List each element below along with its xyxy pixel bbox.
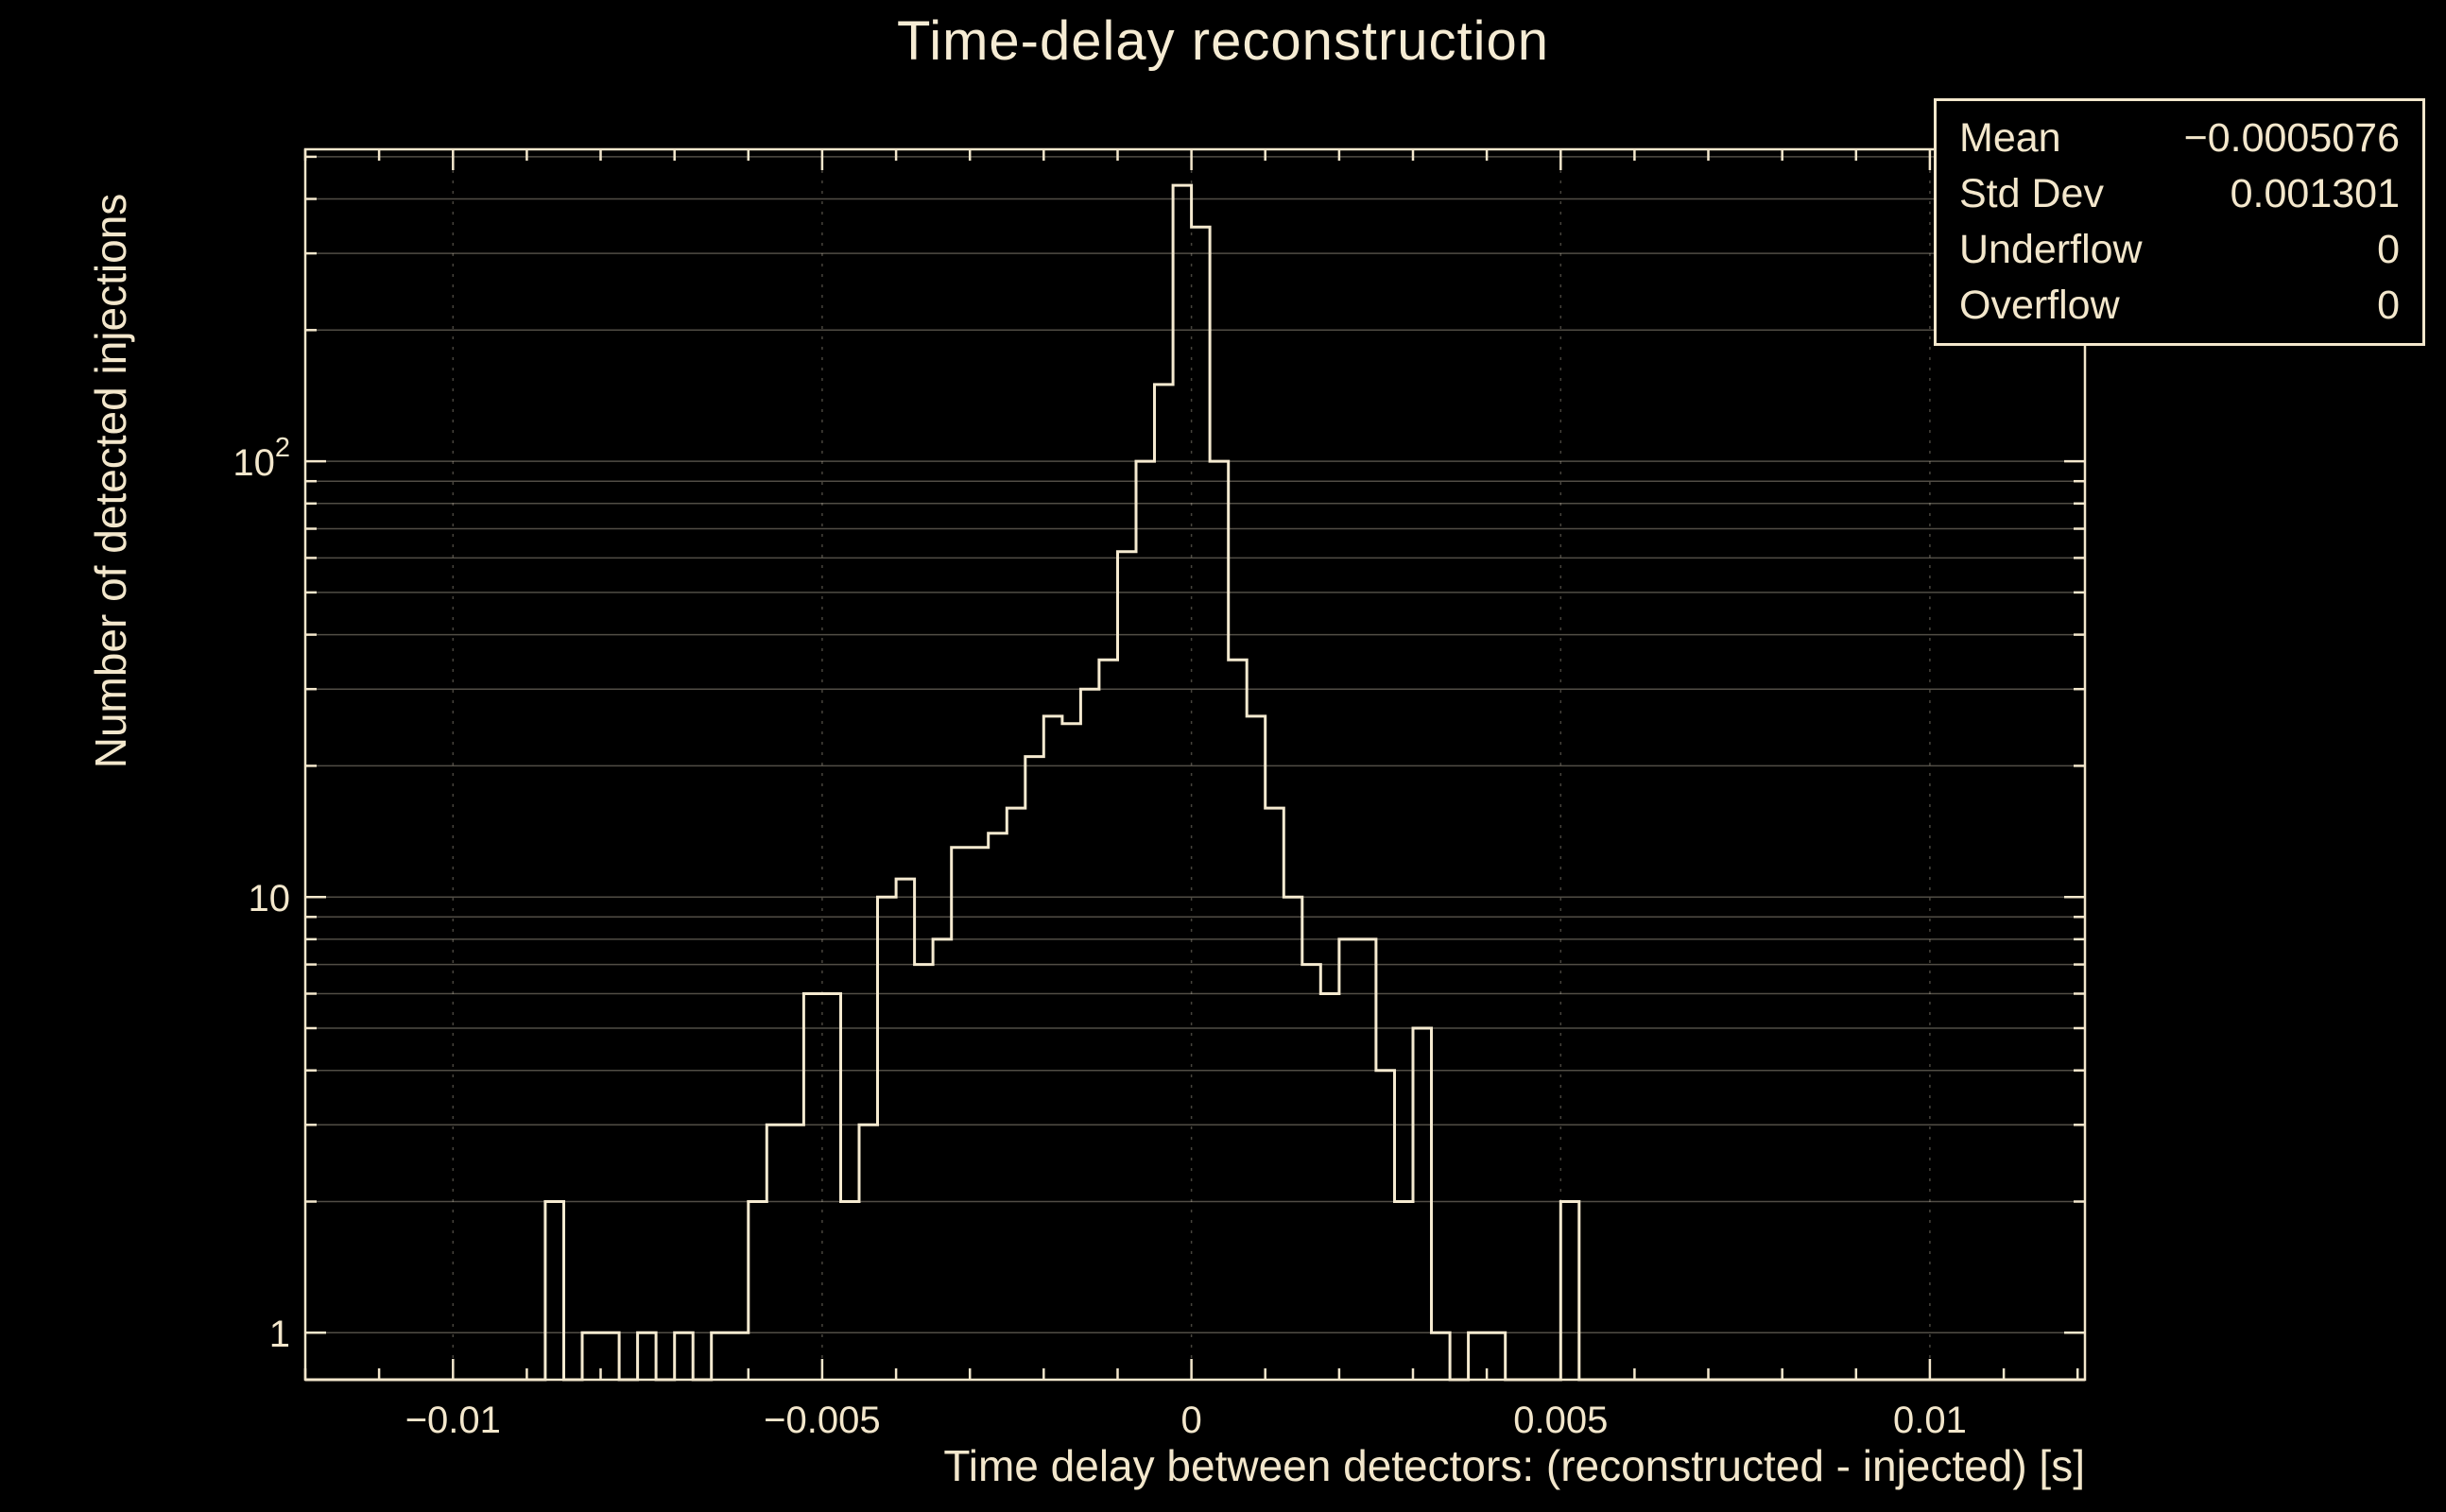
stats-value: −0.0005076 xyxy=(2183,115,2400,161)
stats-label: Underflow xyxy=(1959,227,2143,272)
stats-row-stddev: Std Dev 0.001301 xyxy=(1959,171,2400,217)
stats-label: Mean xyxy=(1959,115,2061,161)
stats-row-underflow: Underflow 0 xyxy=(1959,227,2400,273)
stats-row-mean: Mean −0.0005076 xyxy=(1959,115,2400,162)
plot-frame xyxy=(303,147,2087,1382)
y-tick-label: 102 xyxy=(233,433,290,484)
stats-label: Overflow xyxy=(1959,283,2120,328)
x-axis-title: Time delay between detectors: (reconstru… xyxy=(943,1441,2085,1490)
chart-title: Time-delay reconstruction xyxy=(896,10,1550,72)
stats-box: Mean −0.0005076 Std Dev 0.001301 Underfl… xyxy=(1934,98,2425,346)
y-tick-label: 1 xyxy=(269,1314,290,1355)
x-tick-label: 0.005 xyxy=(1513,1400,1608,1441)
y-tick-label: 10 xyxy=(249,878,291,919)
stats-label: Std Dev xyxy=(1959,171,2104,216)
x-tick-label: 0 xyxy=(1180,1400,1201,1441)
x-tick-label: −0.005 xyxy=(764,1400,880,1441)
stats-value: 0.001301 xyxy=(2230,171,2400,216)
x-tick-label: 0.01 xyxy=(1893,1400,1967,1441)
stats-value: 0 xyxy=(2377,283,2400,328)
x-tick-label: −0.01 xyxy=(405,1400,501,1441)
stats-row-overflow: Overflow 0 xyxy=(1959,283,2400,329)
stats-value: 0 xyxy=(2377,227,2400,272)
histogram-outline xyxy=(305,183,2085,1382)
